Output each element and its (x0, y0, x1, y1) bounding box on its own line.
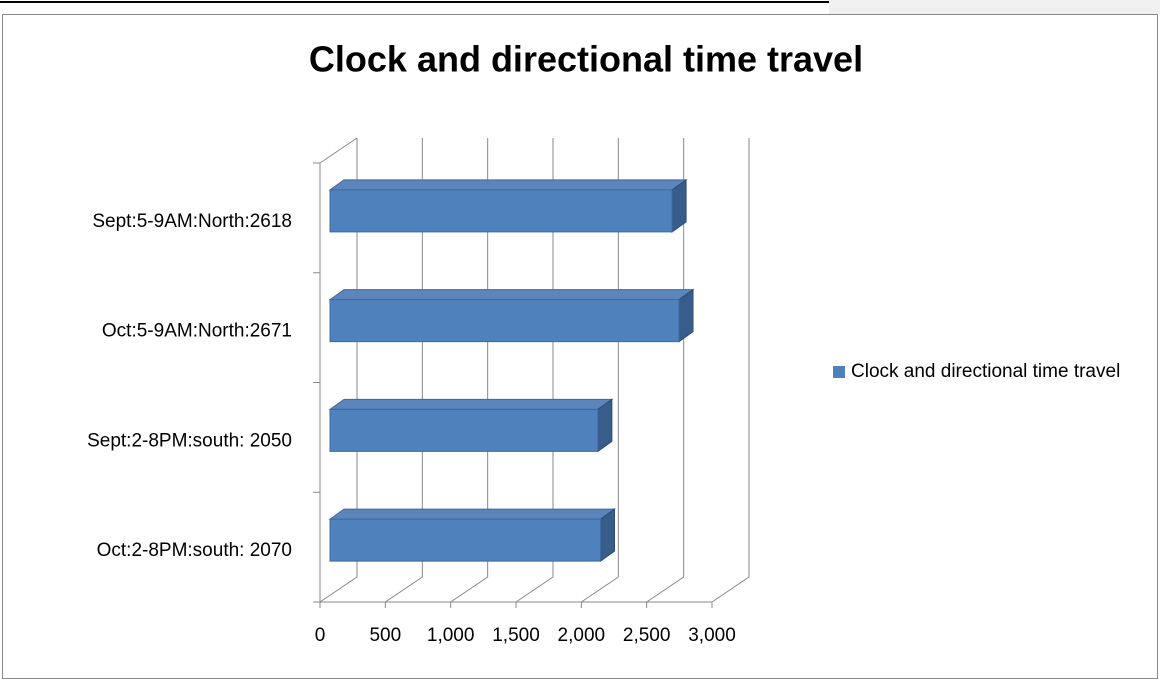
grid-line (515, 138, 554, 603)
grid-line (711, 138, 750, 603)
grid-line (319, 138, 358, 603)
chart-title: Clock and directional time travel (309, 39, 863, 80)
y-tick-label: Sept:5-9AM:North:2618 (92, 211, 292, 232)
bar-top (328, 179, 688, 191)
plot-area: 0 500 1,000 1,500 2,000 2,500 3,000 Sept:5-9AM:… (87, 137, 750, 646)
legend: Clock and directional time travel (833, 356, 1143, 388)
grid-line (646, 138, 685, 603)
bar (329, 408, 599, 452)
grid-line (385, 138, 423, 603)
y-tick-label: Oct:2-8PM:south: 2070 (97, 540, 292, 561)
x-tick-label: 0 (315, 625, 326, 646)
grid-line (581, 138, 619, 603)
x-tick-label: 2,500 (623, 625, 671, 646)
chart-frame (2, 14, 1158, 679)
bar (329, 299, 680, 343)
x-tick-label: 3,000 (688, 625, 736, 646)
bar (329, 518, 601, 562)
bar (329, 189, 673, 233)
x-tick-label: 500 (369, 625, 401, 646)
axis-line (319, 137, 358, 164)
y-tick-label: Oct:5-9AM:North:2671 (102, 321, 292, 342)
background-strip (829, 0, 1160, 14)
bar-top (328, 289, 695, 301)
grid-line (450, 138, 489, 603)
bar-top (328, 398, 614, 410)
x-tick-label: 1,000 (427, 625, 475, 646)
legend-label: Clock and directional time travel (851, 361, 1121, 382)
legend-swatch (833, 366, 845, 378)
x-tick-label: 2,000 (558, 625, 606, 646)
y-tick-label: Sept:2-8PM:south: 2050 (87, 430, 292, 451)
bar-top (328, 508, 617, 520)
x-tick-label: 1,500 (492, 625, 540, 646)
